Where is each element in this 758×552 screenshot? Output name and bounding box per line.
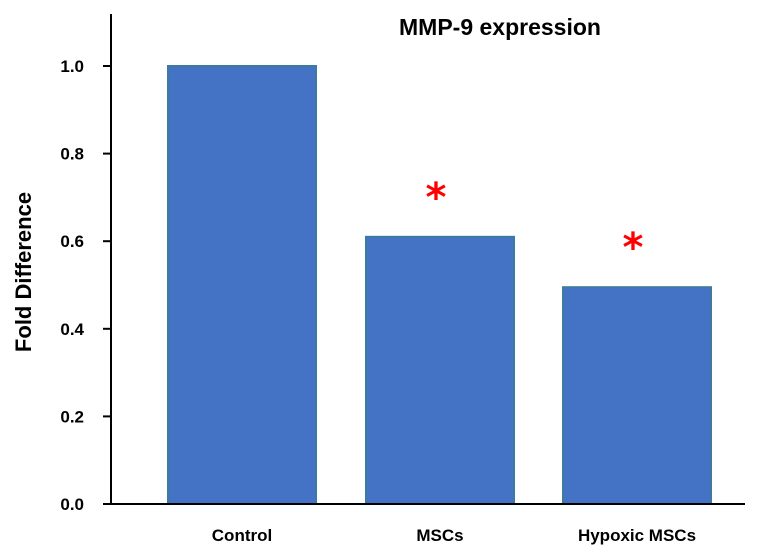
y-axis-label: Fold Difference	[11, 192, 36, 352]
significance-marker-1: *	[426, 175, 447, 221]
x-tick-label-hypoxic-mscs: Hypoxic MSCs	[578, 526, 696, 545]
plot-area: 0.0 0.2 0.4 0.6 0.8 1.0 Control MSCs Hypoxic MSC…	[60, 14, 745, 545]
x-tick-label-mscs: MSCs	[416, 526, 463, 545]
x-tick-label-control: Control	[212, 526, 272, 545]
y-tick-label-0.8: 0.8	[60, 145, 84, 164]
y-tick-label-1.0: 1.0	[60, 57, 84, 76]
y-tick-label-0.6: 0.6	[60, 232, 84, 251]
y-tick-label-0.4: 0.4	[60, 320, 84, 339]
chart-title: MMP-9 expression	[399, 14, 601, 40]
y-tick-label-0.2: 0.2	[60, 407, 84, 426]
bar-mscs	[365, 235, 515, 505]
significance-marker-2: *	[623, 225, 644, 271]
y-tick-label-0.0: 0.0	[60, 495, 84, 514]
bar-control	[167, 65, 317, 505]
bar-hypoxic-mscs	[562, 286, 712, 505]
